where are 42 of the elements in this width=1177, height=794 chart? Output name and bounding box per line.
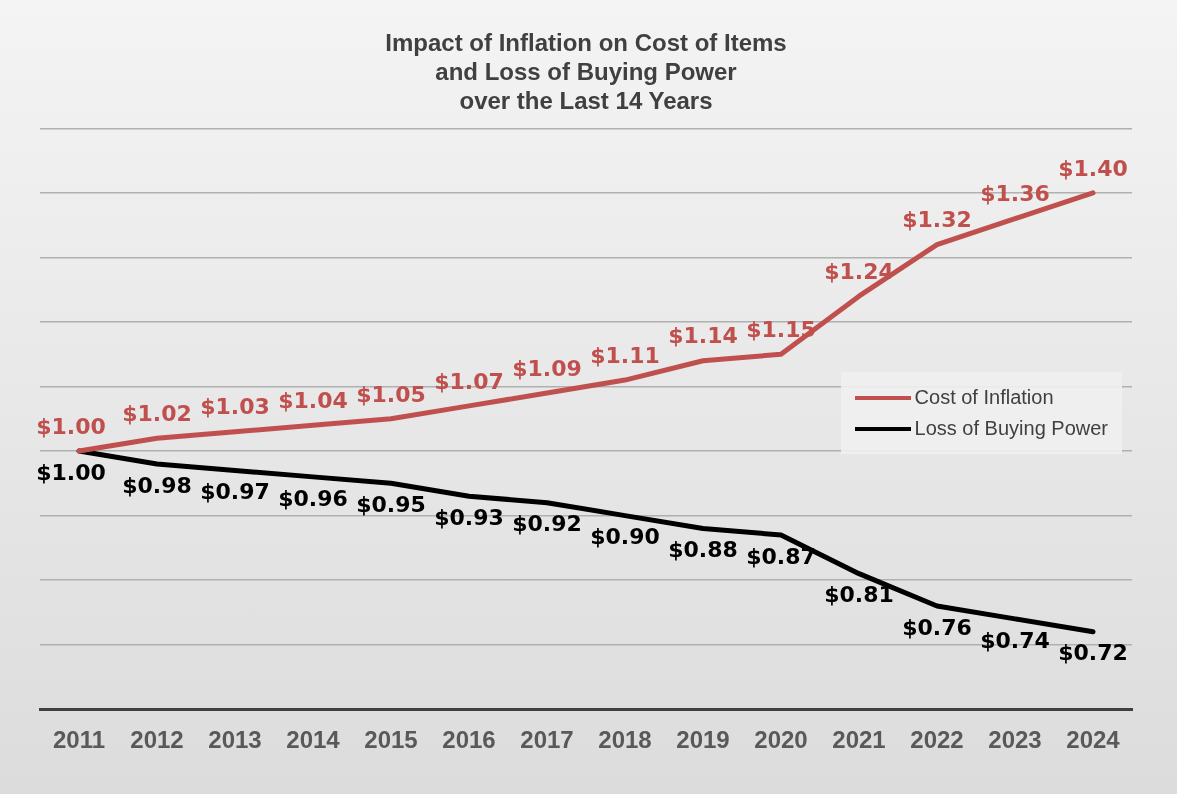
data-label: $1.05: [356, 381, 426, 407]
x-tick-label: 2015: [364, 726, 418, 754]
x-tick-label: 2012: [130, 726, 184, 754]
data-label: $0.76: [902, 614, 972, 640]
data-label: $1.07: [434, 368, 504, 394]
data-label: $1.40: [1058, 155, 1128, 181]
data-label: $0.98: [122, 472, 192, 498]
data-label: $0.90: [590, 524, 660, 550]
chart-title: Impact of Inflation on Cost of Items and Loss of Buying Power over the Last 14 Years: [385, 29, 787, 114]
data-label: $0.88: [668, 537, 738, 563]
data-label: $0.93: [434, 504, 504, 530]
data-label: $1.36: [980, 181, 1050, 207]
x-tick-label: 2023: [988, 726, 1042, 754]
data-label: $1.03: [200, 394, 270, 420]
x-tick-label: 2024: [1066, 726, 1121, 754]
x-tick-label: 2013: [208, 726, 262, 754]
data-label: $1.00: [36, 413, 106, 439]
data-label: $0.92: [512, 511, 582, 537]
x-tick-label: 2019: [676, 726, 730, 754]
x-tick-label: 2021: [832, 726, 886, 754]
x-tick-label: 2014: [286, 726, 341, 754]
x-tick-label: 2011: [52, 726, 106, 754]
data-label: $1.02: [122, 400, 192, 426]
data-label: $1.09: [512, 355, 582, 381]
x-tick-label: 2017: [520, 726, 574, 754]
data-label: $0.74: [980, 627, 1050, 653]
data-label: $0.95: [356, 492, 426, 518]
x-tick-label: 2016: [442, 726, 496, 754]
data-label: $0.81: [824, 582, 894, 608]
data-label: $1.04: [278, 387, 348, 413]
x-tick-label: 2018: [598, 726, 652, 754]
x-tick-label: 2022: [910, 726, 964, 754]
data-label: $0.96: [278, 485, 348, 511]
x-tick-label: 2020: [754, 726, 808, 754]
legend-label: Cost of Inflation: [914, 386, 1054, 410]
data-label: $1.14: [668, 323, 738, 349]
data-label: $1.32: [902, 207, 972, 233]
data-label: $1.11: [590, 342, 660, 368]
data-label: $0.72: [1058, 640, 1128, 666]
data-label: $0.97: [200, 479, 270, 505]
data-label: $1.00: [36, 459, 106, 485]
legend-label: Loss of Buying Power: [914, 417, 1108, 441]
